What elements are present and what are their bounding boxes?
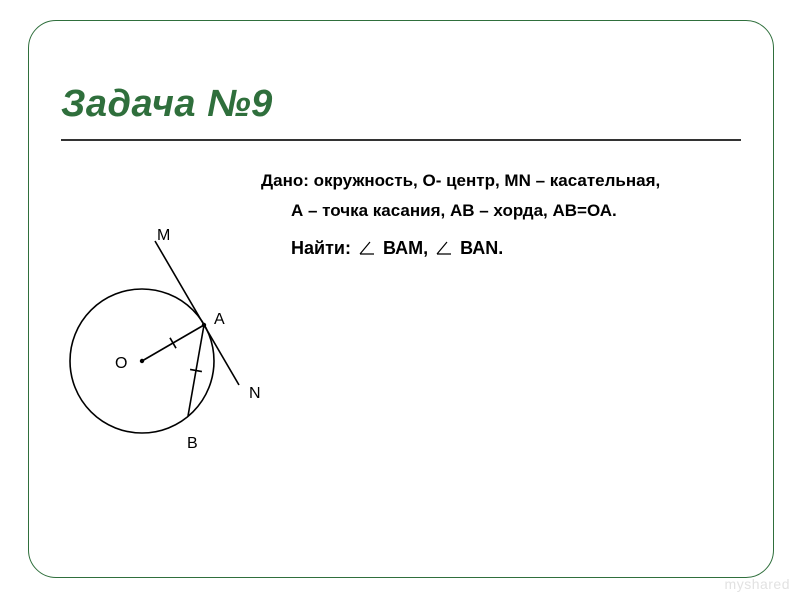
problem-find-row: Найти: ВАМ, ВАN. xyxy=(291,237,503,259)
watermark: myshared xyxy=(725,576,790,592)
diagram-label-a: А xyxy=(214,311,225,329)
problem-given-line1: Дано: окружность, О- центр, МN – касател… xyxy=(261,171,660,191)
find-label: Найти: xyxy=(291,238,351,259)
angle-1-name: ВАМ, xyxy=(383,238,428,259)
diagram-label-b: В xyxy=(187,435,198,453)
angle-2-name: ВАN. xyxy=(460,238,503,259)
slide-frame: Задача №9 Дано: окружность, О- центр, МN… xyxy=(28,20,774,578)
page-title: Задача №9 xyxy=(61,83,273,126)
diagram-label-o: О xyxy=(115,355,127,373)
problem-given-line2: А – точка касания, АВ – хорда, АВ=ОА. xyxy=(291,201,617,221)
diagram-label-m: М xyxy=(157,227,170,245)
geometry-diagram: М А О N В xyxy=(47,211,277,491)
diagram-svg xyxy=(47,211,277,491)
angle-icon xyxy=(435,240,453,256)
title-underline xyxy=(61,139,741,141)
angle-icon xyxy=(358,240,376,256)
diagram-label-n: N xyxy=(249,385,261,403)
